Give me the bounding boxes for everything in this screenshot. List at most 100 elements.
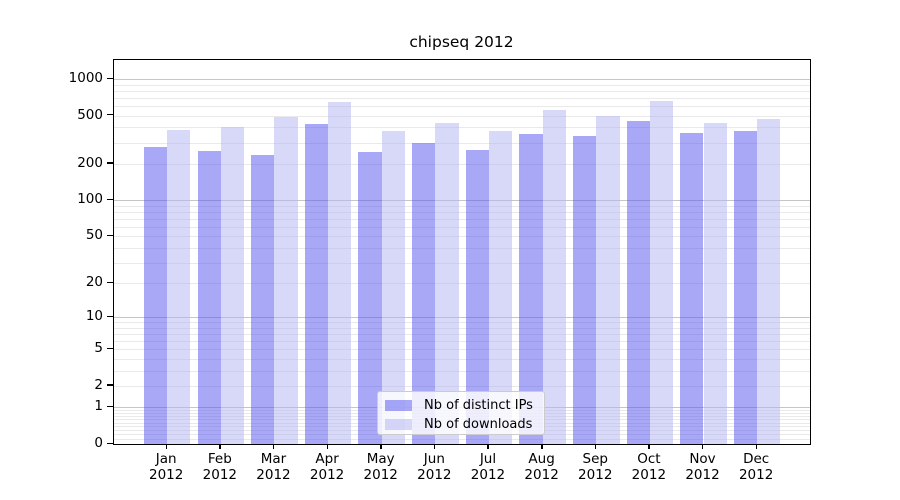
bar-distinct-ips-oct — [626, 121, 650, 444]
bar-downloads-mar — [274, 117, 298, 444]
bar-distinct-ips-aug — [519, 134, 543, 444]
gridline-minor-700 — [114, 97, 810, 99]
y-tick-label-100: 100 — [77, 191, 103, 208]
x-tick-mark-sep — [594, 444, 597, 449]
gridline-minor-400 — [114, 127, 810, 129]
x-tick-label-oct: Oct 2012 — [631, 451, 667, 483]
y-tick-label-1: 1 — [94, 398, 103, 415]
y-tick-label-5: 5 — [94, 340, 103, 357]
x-tick-mark-dec — [755, 444, 758, 449]
y-tick-mark-100 — [107, 198, 113, 201]
x-tick-mark-mar — [272, 444, 275, 449]
bar-downloads-oct — [649, 100, 674, 444]
x-tick-label-dec: Dec 2012 — [738, 451, 774, 483]
y-tick-mark-10 — [107, 315, 113, 318]
bar-distinct-ips-sep — [572, 135, 597, 444]
bar-distinct-ips-feb — [197, 151, 221, 444]
y-tick-mark-20 — [107, 281, 113, 284]
y-tick-mark-200 — [107, 162, 113, 164]
gridline-minor-2 — [114, 385, 810, 387]
bar-distinct-ips-jul — [465, 149, 489, 444]
gridline-minor-600 — [114, 105, 810, 107]
gridline-minor-300 — [114, 142, 810, 144]
gridline-minor-500 — [114, 115, 810, 117]
gridline-minor-70 — [114, 218, 810, 220]
x-tick-label-aug: Aug 2012 — [524, 451, 559, 483]
bar-downloads-sep — [596, 115, 620, 444]
gridline-minor-30 — [114, 262, 810, 264]
bar-downloads-feb — [220, 126, 245, 444]
gridline-major-100 — [114, 200, 810, 202]
x-tick-mark-jan — [165, 444, 168, 449]
y-tick-label-50: 50 — [85, 227, 103, 244]
bar-downloads-dec — [757, 118, 781, 444]
y-tick-label-20: 20 — [85, 274, 103, 291]
chart-title: chipseq 2012 — [409, 33, 514, 51]
y-tick-label-1000: 1000 — [68, 70, 103, 87]
x-tick-mark-apr — [326, 444, 328, 449]
y-tick-label-200: 200 — [77, 154, 103, 171]
legend: Nb of distinct IPs Nb of downloads — [377, 391, 545, 435]
y-tick-label-500: 500 — [77, 106, 103, 123]
gridline-minor-3 — [114, 370, 810, 372]
x-tick-mark-oct — [648, 444, 650, 449]
gridline-minor-90 — [114, 205, 810, 207]
bar-downloads-nov — [703, 122, 727, 444]
x-tick-mark-aug — [541, 444, 543, 449]
x-tick-label-mar: Mar 2012 — [256, 451, 291, 483]
gridline-minor-80 — [114, 211, 810, 213]
bar-distinct-ips-nov — [680, 133, 704, 444]
bar-downloads-jul — [488, 131, 513, 444]
x-tick-mark-feb — [219, 444, 221, 449]
legend-label-downloads: Nb of downloads — [424, 417, 533, 432]
y-tick-mark-0 — [107, 442, 113, 444]
bar-distinct-ips-dec — [733, 131, 758, 444]
gridline-minor-900 — [114, 84, 810, 86]
bar-distinct-ips-jun — [412, 142, 436, 444]
gridline-minor-5 — [114, 349, 810, 351]
bar-distinct-ips-jan — [143, 146, 168, 444]
y-tick-mark-1 — [107, 405, 113, 408]
x-tick-label-jan: Jan 2012 — [149, 451, 184, 483]
x-tick-label-jul: Jul 2012 — [470, 451, 506, 483]
x-tick-label-may: May 2012 — [363, 451, 398, 483]
bar-downloads-jan — [167, 130, 191, 444]
gridline-minor-800 — [114, 90, 810, 92]
x-tick-mark-jun — [433, 444, 436, 449]
gridline-minor-0.1 — [114, 438, 810, 440]
gridline-minor-20 — [114, 283, 810, 285]
legend-entry-downloads: Nb of downloads — [385, 416, 536, 433]
x-tick-mark-jul — [487, 444, 489, 449]
y-tick-mark-1000 — [107, 77, 113, 79]
y-tick-label-0: 0 — [94, 435, 103, 451]
gridline-minor-4 — [114, 358, 810, 360]
gridline-minor-9 — [114, 322, 810, 324]
bar-distinct-ips-mar — [251, 154, 275, 444]
gridline-minor-6 — [114, 341, 810, 343]
gridline-minor-7 — [114, 334, 810, 336]
x-tick-label-feb: Feb 2012 — [202, 451, 237, 483]
plot-area — [113, 59, 811, 445]
y-tick-mark-2 — [107, 384, 113, 386]
x-tick-label-apr: Apr 2012 — [309, 451, 345, 483]
legend-entry-distinct-ips: Nb of distinct IPs — [385, 397, 536, 414]
bar-downloads-jun — [435, 123, 459, 444]
x-tick-mark-nov — [702, 444, 704, 449]
gridline-major-10 — [114, 317, 810, 319]
gridline-minor-40 — [114, 247, 810, 249]
gridline-minor-200 — [114, 163, 810, 165]
y-tick-mark-5 — [107, 347, 113, 350]
bar-downloads-apr — [328, 101, 352, 444]
y-tick-mark-500 — [107, 114, 113, 116]
y-tick-mark-50 — [107, 234, 113, 237]
legend-swatch-downloads-icon — [385, 419, 412, 430]
legend-label-distinct-ips: Nb of distinct IPs — [424, 398, 533, 413]
y-tick-label-10: 10 — [85, 308, 103, 325]
bar-downloads-may — [381, 130, 406, 444]
x-tick-mark-may — [380, 444, 382, 449]
gridline-minor-60 — [114, 226, 810, 228]
bar-distinct-ips-may — [358, 151, 382, 444]
gridline-major-1000 — [114, 79, 810, 81]
legend-swatch-distinct-ips-icon — [385, 400, 412, 411]
